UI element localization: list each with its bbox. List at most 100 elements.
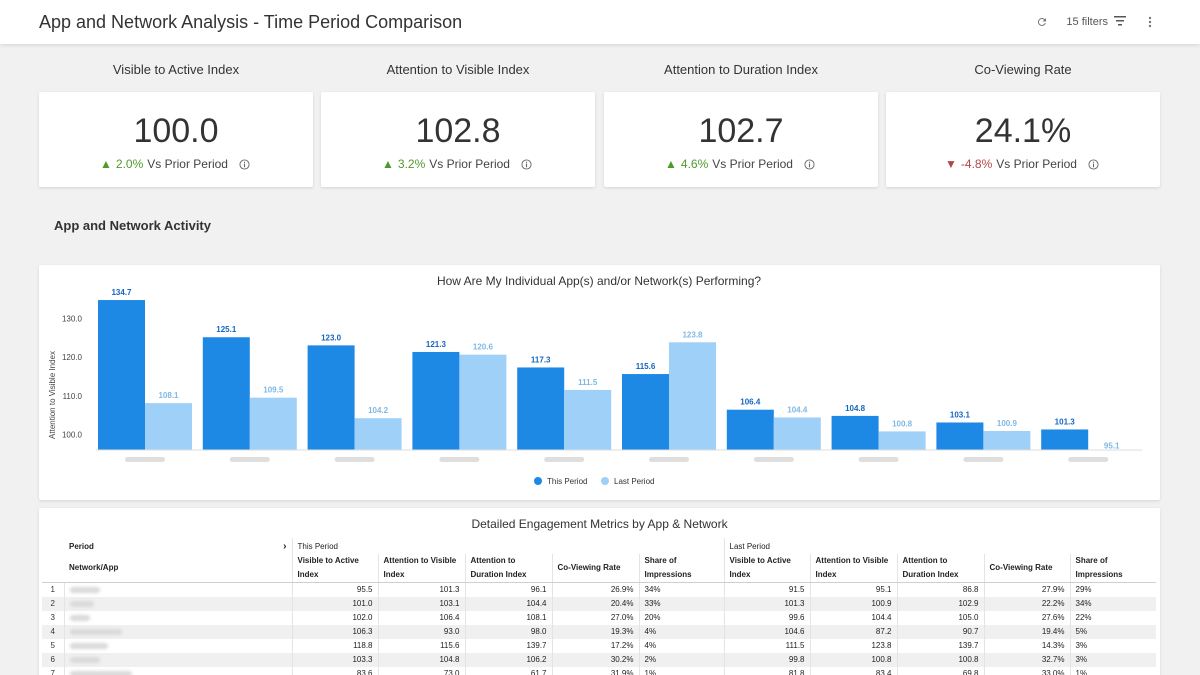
- bar-data-label: 120.6: [473, 343, 494, 352]
- kpi-value: 24.1%: [974, 112, 1072, 150]
- metric-cell: 111.5: [723, 639, 810, 653]
- x-axis-categories: [125, 457, 1109, 462]
- metric-cell: 108.1: [464, 611, 552, 625]
- metric-cell: 118.8: [291, 639, 378, 653]
- col-co-viewing-rate[interactable]: Co-Viewing Rate: [551, 554, 639, 583]
- col-visible-to-active[interactable]: Visible to Active Index: [291, 554, 378, 583]
- filter-icon: [1114, 15, 1126, 29]
- network-app-cell: [63, 597, 292, 611]
- bar-this-period[interactable]: [307, 345, 355, 450]
- col-share-of-impressions[interactable]: Share of Impressions: [638, 554, 724, 583]
- legend-label: Last Period: [614, 477, 654, 486]
- bar-data-label: 123.0: [321, 333, 342, 342]
- kpi-delta-value: 4.6%: [680, 157, 709, 171]
- bar-last-period[interactable]: [773, 417, 821, 450]
- down-arrow-icon: ▼: [945, 157, 957, 171]
- metric-cell: 96.1: [464, 582, 552, 597]
- bar-this-period[interactable]: [412, 351, 460, 450]
- info-icon[interactable]: [803, 157, 817, 171]
- metrics-table-card: Detailed Engagement Metrics by App & Net…: [39, 508, 1160, 675]
- col-attention-to-visible[interactable]: Attention to Visible Index: [377, 554, 465, 583]
- bar-data-label: 134.7: [111, 288, 132, 297]
- kpi-delta-suffix: Vs Prior Period: [712, 157, 793, 171]
- bar-last-period[interactable]: [669, 342, 716, 450]
- bar-last-period[interactable]: [459, 354, 507, 450]
- metric-cell: 20.4%: [551, 597, 639, 611]
- bar-data-label: 104.4: [787, 405, 808, 414]
- metric-cell: 106.2: [464, 653, 552, 667]
- bar-this-period[interactable]: [517, 367, 565, 450]
- network-app-header[interactable]: Network/App: [64, 554, 292, 583]
- metric-cell: 34%: [638, 582, 724, 597]
- bar-this-period[interactable]: [98, 300, 145, 450]
- metric-cell: 17.2%: [551, 639, 639, 653]
- metric-cell: 4%: [638, 625, 724, 639]
- info-icon[interactable]: [238, 157, 252, 171]
- table-row[interactable]: 6 103.3 104.8 106.2 30.2% 2% 99.8 100.8 100.8 32.…: [42, 653, 1156, 667]
- refresh-icon[interactable]: [1032, 12, 1052, 32]
- table-row[interactable]: 7 83.6 73.0 61.7 31.9% 1% 81.8 83.4 69.8 33.0% 1%: [42, 667, 1156, 675]
- info-icon[interactable]: [1087, 157, 1101, 171]
- bar-this-period[interactable]: [726, 409, 774, 450]
- metric-cell: 104.4: [809, 611, 897, 625]
- kpi-value: 102.8: [415, 112, 501, 150]
- metric-cell: 2%: [638, 653, 724, 667]
- bar-last-period[interactable]: [878, 431, 926, 450]
- metric-cell: 100.8: [809, 653, 897, 667]
- filters-button[interactable]: 15 filters: [1066, 15, 1126, 29]
- kpi-title-attention-to-visible: Attention to Visible Index: [386, 62, 530, 77]
- metric-cell: 104.4: [464, 597, 552, 611]
- table-row[interactable]: 4 106.3 93.0 98.0 19.3% 4% 104.6 87.2 90.7 19.4% 5…: [42, 625, 1156, 639]
- table-row[interactable]: 1 95.5 101.3 96.1 26.9% 34% 91.5 95.1 86.8 27.9% 2…: [42, 582, 1156, 597]
- table-row[interactable]: 3 102.0 106.4 108.1 27.0% 20% 99.6 104.4 105.0 27…: [42, 611, 1156, 625]
- kpi-delta: ▲ 4.6% Vs Prior Period: [604, 157, 878, 171]
- col-visible-to-active[interactable]: Visible to Active Index: [723, 554, 810, 583]
- y-axis-label: Attention to Visible Index: [48, 351, 57, 439]
- bar-this-period[interactable]: [1041, 429, 1089, 450]
- col-attention-to-duration[interactable]: Attention to Duration Index: [896, 554, 984, 583]
- x-category-label-redacted: [1068, 457, 1109, 462]
- metric-cell: 61.7: [464, 667, 552, 675]
- period-header[interactable]: Period ›: [64, 538, 292, 554]
- metric-cell: 93.0: [377, 625, 465, 639]
- bar-this-period[interactable]: [622, 374, 669, 450]
- kpi-value: 100.0: [133, 112, 219, 150]
- bar-last-period[interactable]: [983, 431, 1031, 450]
- col-attention-to-duration[interactable]: Attention to Duration Index: [464, 554, 552, 583]
- more-options-icon[interactable]: [1140, 12, 1160, 32]
- bar-last-period[interactable]: [249, 397, 297, 450]
- kpi-delta-suffix: Vs Prior Period: [996, 157, 1077, 171]
- col-attention-to-visible[interactable]: Attention to Visible Index: [809, 554, 897, 583]
- bar-this-period[interactable]: [831, 415, 879, 450]
- kpi-delta: ▲ 3.2% Vs Prior Period: [321, 157, 595, 171]
- page-title: App and Network Analysis - Time Period C…: [39, 12, 463, 32]
- bar-data-label: 121.3: [426, 340, 447, 349]
- row-index: 6: [42, 653, 64, 667]
- chart-title: How Are My Individual App(s) and/or Netw…: [437, 274, 761, 288]
- metric-cell: 99.8: [723, 653, 810, 667]
- col-co-viewing-rate[interactable]: Co-Viewing Rate: [983, 554, 1070, 583]
- metric-cell: 1%: [1069, 667, 1156, 675]
- bar-this-period[interactable]: [936, 422, 984, 450]
- x-category-label-redacted: [963, 457, 1004, 462]
- info-icon[interactable]: [520, 157, 534, 171]
- metric-cell: 4%: [638, 639, 724, 653]
- bar-last-period[interactable]: [564, 389, 612, 450]
- bar-last-period[interactable]: [145, 403, 192, 450]
- section-title: App and Network Activity: [54, 218, 211, 233]
- metric-cell: 90.7: [896, 625, 984, 639]
- metric-cell: 101.3: [723, 597, 810, 611]
- table-row[interactable]: 2 101.0 103.1 104.4 20.4% 33% 101.3 100.9 102.9 2…: [42, 597, 1156, 611]
- metric-cell: 103.1: [377, 597, 465, 611]
- table-row[interactable]: 5 118.8 115.6 139.7 17.2% 4% 111.5 123.8 139.7 14…: [42, 639, 1156, 653]
- up-arrow-icon: ▲: [665, 157, 677, 171]
- redacted-network-name: [69, 670, 132, 675]
- bar-data-label: 108.1: [158, 391, 179, 400]
- bar-this-period[interactable]: [202, 337, 250, 450]
- bar-last-period[interactable]: [354, 418, 402, 450]
- kpi-delta: ▲ 2.0% Vs Prior Period: [39, 157, 313, 171]
- bar-data-label: 125.1: [216, 325, 237, 334]
- kpi-delta-value: 3.2%: [397, 157, 426, 171]
- col-share-of-impressions[interactable]: Share of Impressions: [1069, 554, 1156, 583]
- metric-cell: 27.0%: [551, 611, 639, 625]
